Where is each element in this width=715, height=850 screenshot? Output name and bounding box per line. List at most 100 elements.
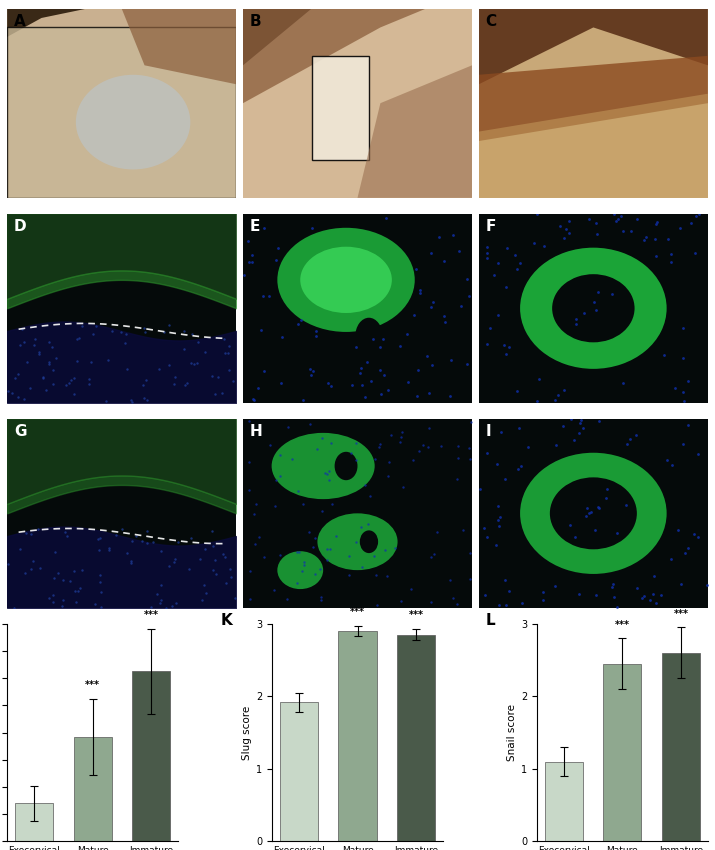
Point <box>455 299 467 313</box>
Point <box>566 412 577 426</box>
Point <box>126 534 137 547</box>
Point <box>321 553 332 567</box>
Point <box>122 362 133 376</box>
Point <box>209 388 221 401</box>
Point <box>563 227 575 241</box>
Point <box>662 453 674 467</box>
Point <box>374 340 385 354</box>
Text: G: G <box>14 424 26 439</box>
Point <box>425 300 437 314</box>
Point <box>136 535 147 548</box>
Point <box>243 455 255 468</box>
Point <box>674 222 686 235</box>
Point <box>292 484 303 497</box>
Point <box>691 209 702 223</box>
Point <box>649 232 661 246</box>
Point <box>291 575 302 589</box>
Point <box>345 446 357 460</box>
Point <box>28 554 39 568</box>
Point <box>93 543 104 557</box>
Point <box>209 553 221 567</box>
Point <box>607 577 618 591</box>
Ellipse shape <box>360 530 378 553</box>
Point <box>464 573 475 586</box>
Point <box>445 354 457 367</box>
Point <box>513 422 525 435</box>
Ellipse shape <box>277 551 323 589</box>
Point <box>488 268 500 281</box>
Point <box>29 332 41 345</box>
Point <box>43 335 54 348</box>
Text: ***: *** <box>350 607 365 617</box>
Point <box>574 416 586 430</box>
Point <box>701 579 713 592</box>
Point <box>500 348 511 361</box>
Point <box>199 542 211 556</box>
Point <box>679 546 691 559</box>
Point <box>207 563 219 576</box>
Point <box>310 531 321 545</box>
Point <box>425 551 436 564</box>
Point <box>362 354 373 368</box>
Point <box>379 368 390 382</box>
Text: ***: *** <box>615 620 630 630</box>
Point <box>142 394 153 407</box>
Point <box>330 530 342 543</box>
Point <box>537 585 548 598</box>
Point <box>678 437 689 451</box>
Point <box>448 592 459 605</box>
Point <box>490 538 502 552</box>
Point <box>461 272 473 286</box>
Point <box>122 546 133 559</box>
Point <box>207 540 218 553</box>
Point <box>685 216 696 230</box>
Point <box>533 371 545 385</box>
Point <box>636 591 648 604</box>
Polygon shape <box>479 94 708 198</box>
Point <box>270 473 282 487</box>
Point <box>423 387 435 400</box>
Point <box>608 590 620 604</box>
Point <box>15 338 26 352</box>
Point <box>593 502 605 515</box>
Ellipse shape <box>317 513 398 570</box>
Point <box>96 600 107 614</box>
Point <box>3 384 14 398</box>
Point <box>343 569 355 582</box>
Bar <box>545 762 583 842</box>
Point <box>184 563 195 576</box>
Point <box>368 549 380 563</box>
Point <box>396 425 408 439</box>
Point <box>212 371 224 384</box>
Point <box>512 462 523 476</box>
Point <box>461 357 473 371</box>
Point <box>651 215 663 229</box>
Point <box>394 435 405 449</box>
Point <box>590 524 601 537</box>
Point <box>689 246 701 259</box>
Point <box>608 207 619 221</box>
Bar <box>280 702 318 842</box>
Point <box>259 365 270 378</box>
Point <box>355 361 366 375</box>
Point <box>465 547 476 560</box>
Point <box>480 588 491 602</box>
Point <box>517 596 528 609</box>
Point <box>528 236 539 250</box>
Point <box>178 324 189 337</box>
Point <box>217 387 228 400</box>
Point <box>481 530 493 543</box>
Point <box>246 255 257 269</box>
Point <box>73 332 84 345</box>
Point <box>207 369 218 382</box>
Point <box>465 415 476 428</box>
Point <box>568 434 580 447</box>
Point <box>389 541 400 555</box>
Point <box>16 322 28 336</box>
Point <box>350 437 362 451</box>
Point <box>484 321 495 335</box>
Point <box>475 482 486 496</box>
Point <box>433 230 445 244</box>
Point <box>383 456 395 469</box>
Point <box>493 519 505 533</box>
